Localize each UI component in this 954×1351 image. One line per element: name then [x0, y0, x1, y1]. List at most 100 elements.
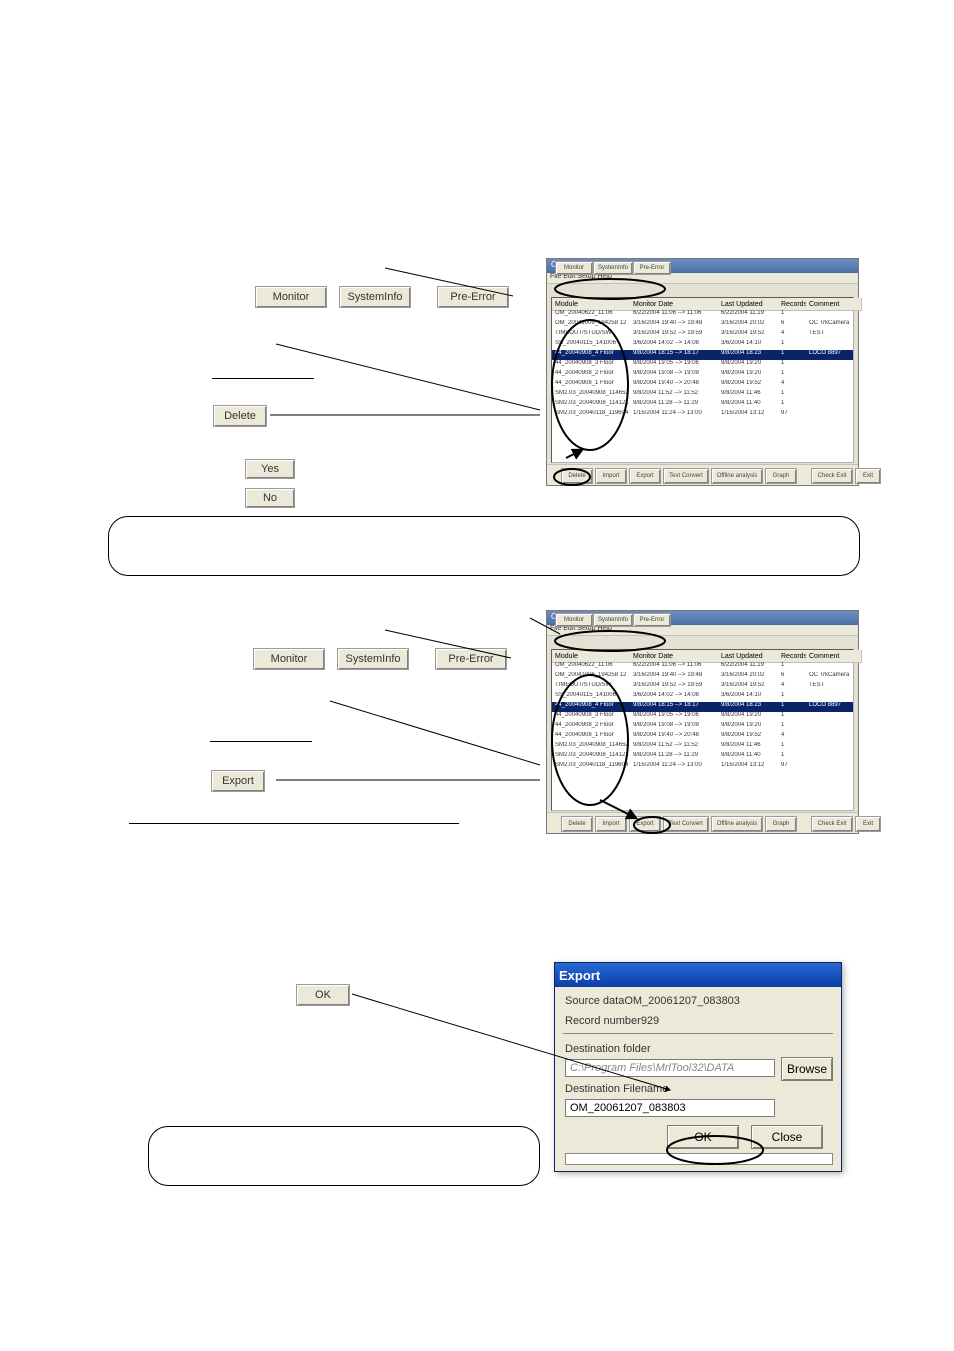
- cell: LOCO 8897: [806, 702, 861, 712]
- label: Export: [222, 775, 254, 787]
- lbl: Module: [555, 301, 578, 308]
- table-row[interactable]: SM2.03_20040908_1141219/8/2004 11:28 -->…: [552, 400, 853, 410]
- table-row[interactable]: SM2.03_20040908_1146529/8/2004 11:52 -->…: [552, 742, 853, 752]
- txt: Destination folder: [565, 1043, 651, 1055]
- toolbar-button-check-exit[interactable]: Check Exit: [811, 816, 853, 832]
- table-row[interactable]: 44_20040908_1 Floor9/8/2004 19:40 --> 20…: [552, 732, 853, 742]
- table-row[interactable]: OM_20040622_11:066/22/2004 11:06 --> 11:…: [552, 662, 853, 672]
- tab-systeminfo[interactable]: SystemInfo: [339, 286, 411, 308]
- ok-button-left[interactable]: OK: [296, 984, 350, 1006]
- tab-preerror-small[interactable]: Pre-Error: [633, 261, 671, 275]
- cell: 9/8/2004 19:52: [718, 732, 784, 742]
- dest-folder-input[interactable]: [565, 1059, 775, 1077]
- toolbar-button-text-convert[interactable]: Text Convert: [663, 816, 709, 832]
- table-row[interactable]: 44_20040908_3 Floor9/8/2004 19:05 --> 19…: [552, 360, 853, 370]
- table-row[interactable]: SM2.03_20040118_1196041/15/2004 11:24 --…: [552, 762, 853, 772]
- table-row[interactable]: TIMEOUT/STUD/SW3/16/2004 19:52 --> 19:59…: [552, 330, 853, 340]
- table-row[interactable]: SM2.03_20040118_1196041/15/2004 11:24 --…: [552, 410, 853, 420]
- lbl: Monitor: [564, 617, 584, 623]
- cell: OM_20040622_11:06: [552, 310, 636, 320]
- table-row[interactable]: 44_20040908_2 Floor9/8/2004 19:08 --> 19…: [552, 722, 853, 732]
- cell: [806, 310, 861, 320]
- table-row[interactable]: 44_20040908_3 Floor9/8/2004 19:05 --> 19…: [552, 712, 853, 722]
- toolbar-button-export[interactable]: Export: [629, 468, 661, 484]
- no-button[interactable]: No: [245, 488, 295, 508]
- toolbar-button-import[interactable]: Import: [595, 816, 627, 832]
- label: Yes: [261, 463, 279, 475]
- table-row[interactable]: SS_20040115_1410063/6/2004 14:02 --> 14:…: [552, 340, 853, 350]
- table-row[interactable]: OM_20041006_194258 123/16/2004 19:40 -->…: [552, 672, 853, 682]
- cell: [806, 732, 861, 742]
- tab-monitor-2[interactable]: Monitor: [253, 648, 325, 670]
- table-row[interactable]: 44_20040908_4 Floor9/8/2004 18:15 --> 18…: [552, 350, 853, 360]
- tab-preerror-small-2[interactable]: Pre-Error: [633, 613, 671, 627]
- toolbar-button-text-convert[interactable]: Text Convert: [663, 468, 709, 484]
- table-row[interactable]: OM_20040622_11:066/22/2004 11:06 --> 11:…: [552, 310, 853, 320]
- lbl: Module: [555, 653, 578, 660]
- export-button[interactable]: Export: [211, 770, 265, 792]
- tab-systeminfo-2[interactable]: SystemInfo: [337, 648, 409, 670]
- tab-monitor[interactable]: Monitor: [255, 286, 327, 308]
- cell: [806, 340, 861, 350]
- lbl: Browse: [787, 1062, 827, 1076]
- table-row[interactable]: 44_20040908_4 Floor9/8/2004 18:15 --> 18…: [552, 702, 853, 712]
- cell: 44_20040908_4 Floor: [552, 702, 636, 712]
- tab-systeminfo-small[interactable]: SystemInfo: [593, 261, 633, 275]
- app-window-export: Offline Analysis File Edit Setup Help Mo…: [546, 610, 859, 834]
- toolbar-button-exit[interactable]: Exit: [855, 468, 881, 484]
- table-row[interactable]: 44_20040908_2 Floor9/8/2004 19:08 --> 19…: [552, 370, 853, 380]
- callout-box-2: [148, 1126, 540, 1186]
- data-panel: Module Monitor Date Last Updated Records…: [551, 649, 854, 811]
- cell: [806, 410, 861, 420]
- tab-preerror-2[interactable]: Pre-Error: [435, 648, 507, 670]
- cell: 9/8/2004 18:15 --> 18:17: [630, 350, 724, 360]
- cell: 9/8/2004 19:08 --> 19:09: [630, 370, 724, 380]
- table-row[interactable]: OM_20041006_194258 123/16/2004 19:40 -->…: [552, 320, 853, 330]
- table-row[interactable]: SM2.03_20040908_1141219/8/2004 11:28 -->…: [552, 752, 853, 762]
- tab-monitor-small-2[interactable]: Monitor: [555, 613, 593, 627]
- ok-button[interactable]: OK: [667, 1125, 739, 1149]
- table-row[interactable]: SM2.03_20040908_1146529/8/2004 11:52 -->…: [552, 390, 853, 400]
- toolbar-button-offline-analysis[interactable]: Offline analysis: [711, 816, 763, 832]
- close-button[interactable]: Close: [751, 1125, 823, 1149]
- browse-button[interactable]: Browse: [781, 1057, 833, 1081]
- tab-preerror[interactable]: Pre-Error: [437, 286, 509, 308]
- cell: 3/16/2004 19:52 --> 19:59: [630, 682, 724, 692]
- divider-3: [129, 823, 459, 824]
- toolbar-button-import[interactable]: Import: [595, 468, 627, 484]
- cell: 1/15/2004 13:12: [718, 410, 784, 420]
- divider: [212, 378, 314, 379]
- tab-systeminfo-small-2[interactable]: SystemInfo: [593, 613, 633, 627]
- cell: 44_20040908_3 Floor: [552, 360, 636, 370]
- lbl: Pre-Error: [640, 617, 665, 623]
- cell: 3/16/2004 19:40 --> 19:48: [630, 320, 724, 330]
- dest-filename-input[interactable]: [565, 1099, 775, 1117]
- toolbar-button-offline-analysis[interactable]: Offline analysis: [711, 468, 763, 484]
- cell: 9/8/2004 19:20: [718, 360, 784, 370]
- cell: [806, 762, 861, 772]
- cell: 9/8/2004 19:05 --> 19:06: [630, 360, 724, 370]
- cell: 44_20040908_4 Floor: [552, 350, 636, 360]
- toolbar-button-export[interactable]: Export: [629, 816, 661, 832]
- toolbar-button-exit[interactable]: Exit: [855, 816, 881, 832]
- toolbar-button-delete[interactable]: Delete: [561, 468, 593, 484]
- toolbar-button-graph[interactable]: Graph: [765, 816, 797, 832]
- cell: [806, 692, 861, 702]
- delete-button[interactable]: Delete: [213, 405, 267, 427]
- lbl: Last Updated: [721, 653, 763, 660]
- cell: 44_20040908_1 Floor: [552, 380, 636, 390]
- tab-monitor-small[interactable]: Monitor: [555, 261, 593, 275]
- table-row[interactable]: TIMEOUT/STUD/SW3/16/2004 19:52 --> 19:59…: [552, 682, 853, 692]
- txt: Record number929: [565, 1015, 659, 1027]
- app-window-delete: Offline Analysis File Edit Setup Help Mo…: [546, 258, 859, 486]
- cell: 9/8/2004 11:52 --> 11:52: [630, 742, 724, 752]
- table-row[interactable]: SS_20040115_1410063/6/2004 14:02 --> 14:…: [552, 692, 853, 702]
- toolbar-button-delete[interactable]: Delete: [561, 816, 593, 832]
- cell: 1/15/2004 11:24 --> 13:00: [630, 762, 724, 772]
- toolbar-button-check-exit[interactable]: Check Exit: [811, 468, 853, 484]
- lbl: SystemInfo: [598, 265, 628, 271]
- table-row[interactable]: 44_20040908_1 Floor9/8/2004 19:40 --> 20…: [552, 380, 853, 390]
- cell: SM2.03_20040908_114652: [552, 390, 636, 400]
- yes-button[interactable]: Yes: [245, 459, 295, 479]
- toolbar-button-graph[interactable]: Graph: [765, 468, 797, 484]
